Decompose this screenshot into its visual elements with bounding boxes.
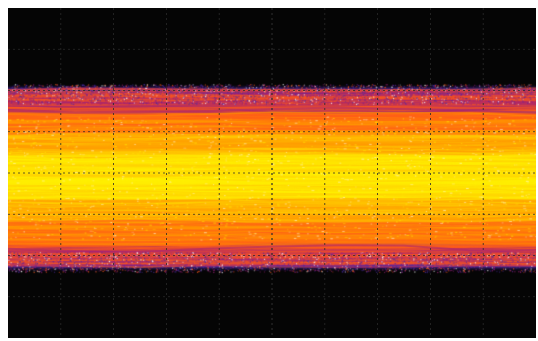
signal-band <box>8 8 536 338</box>
eye-diagram-display <box>8 8 536 338</box>
